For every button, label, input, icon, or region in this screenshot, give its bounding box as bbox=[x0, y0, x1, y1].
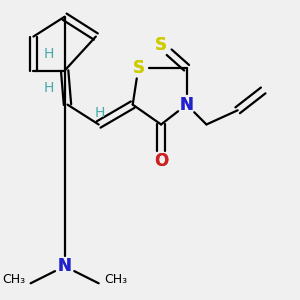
Text: CH₃: CH₃ bbox=[2, 273, 25, 286]
Circle shape bbox=[131, 61, 146, 75]
Text: N: N bbox=[180, 96, 194, 114]
Text: S: S bbox=[155, 36, 167, 54]
Text: H: H bbox=[44, 81, 54, 94]
Circle shape bbox=[179, 98, 194, 112]
Text: S: S bbox=[132, 59, 144, 77]
Text: H: H bbox=[95, 106, 105, 120]
Text: N: N bbox=[180, 96, 194, 114]
Text: O: O bbox=[154, 152, 168, 170]
Circle shape bbox=[58, 259, 72, 273]
Text: N: N bbox=[58, 257, 72, 275]
Text: CH₃: CH₃ bbox=[104, 273, 127, 286]
Text: N: N bbox=[58, 257, 72, 275]
Text: S: S bbox=[155, 36, 167, 54]
Circle shape bbox=[154, 38, 168, 52]
Text: O: O bbox=[154, 152, 168, 170]
Circle shape bbox=[154, 154, 168, 168]
Text: H: H bbox=[44, 46, 54, 61]
Text: S: S bbox=[132, 59, 144, 77]
